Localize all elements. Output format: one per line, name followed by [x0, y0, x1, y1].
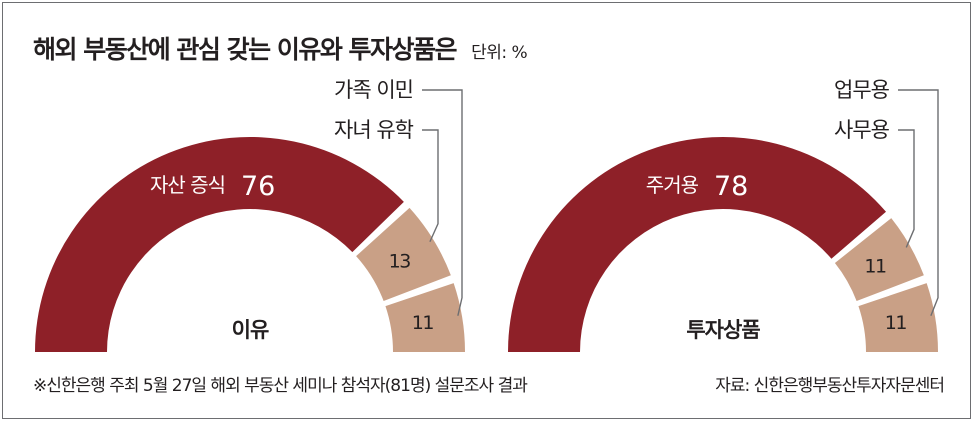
- donut2-slice-1-value: 78: [714, 171, 748, 202]
- donut1-slice-1-value: 76: [241, 171, 275, 202]
- donut1-title: 이유: [232, 318, 269, 342]
- chart-title: 해외 부동산에 관심 갖는 이유와 투자상품은: [33, 35, 458, 64]
- donut1-slice-1: [35, 136, 404, 352]
- donut1-slice-3-label: 가족 이민: [334, 78, 413, 102]
- donut2-slice-2-label: 사무용: [834, 118, 890, 142]
- footnote: ※신한은행 주최 5월 27일 해외 부동산 세미나 참석자(81명) 설문조사…: [33, 376, 528, 396]
- donut2-slice-3-value: 11: [885, 312, 907, 334]
- donut2-slice-2: [834, 218, 924, 301]
- donut2-slice-1: [508, 136, 886, 352]
- unit-label: 단위: %: [471, 43, 528, 63]
- donut1-leader-3: [422, 89, 463, 316]
- donut2-slice-3: [858, 283, 938, 352]
- donut1-slice-3-value: 11: [412, 312, 434, 334]
- title-row: 해외 부동산에 관심 갖는 이유와 투자상품은 단위: %: [33, 30, 528, 66]
- donut1-slice-2-value: 13: [389, 251, 411, 273]
- donut2-slice-2-value: 11: [864, 255, 886, 277]
- donut1-slice-3: [385, 283, 465, 352]
- donut2-leader-3: [898, 89, 939, 316]
- source-note: 자료: 신한은행부동산투자자문센터: [715, 376, 945, 396]
- donut2-slice-1-label: 주거용: [646, 173, 699, 197]
- chart-frame: [2, 2, 971, 419]
- donut2-leader-2: [898, 129, 915, 248]
- donut2-title: 투자상품: [686, 318, 760, 342]
- donut1-slice-2: [356, 207, 451, 301]
- donut2-slice-3-label: 업무용: [834, 78, 890, 102]
- donut1-slice-2-label: 자녀 유학: [334, 118, 414, 142]
- donut1-slice-1-label: 자산 증식: [150, 173, 225, 197]
- donut1-leader-2: [422, 129, 439, 243]
